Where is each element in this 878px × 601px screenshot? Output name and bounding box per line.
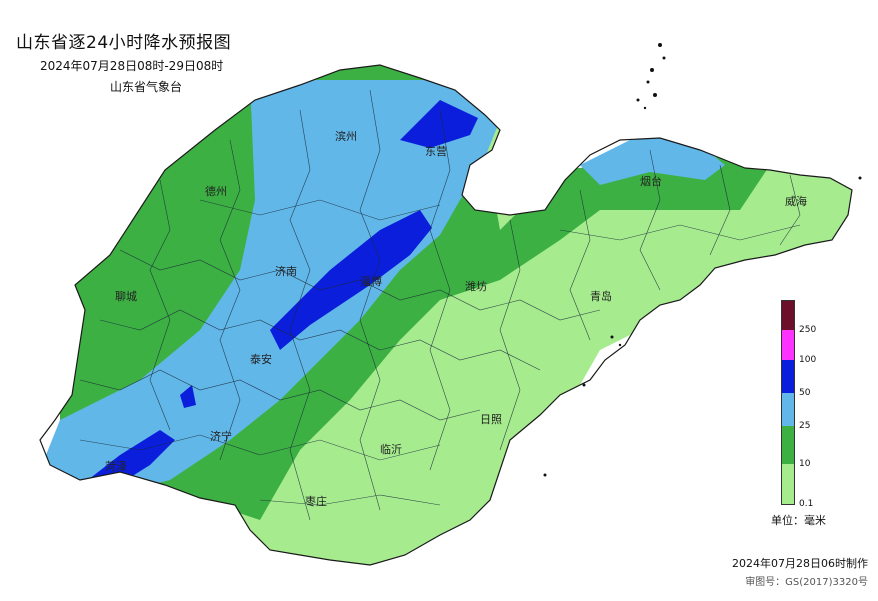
city-label: 聊城: [115, 289, 137, 303]
city-label: 潍坊: [465, 279, 487, 293]
legend-tick: 250: [799, 325, 817, 335]
city-label: 滨州: [335, 129, 357, 143]
legend-swatch-10-25: [781, 426, 795, 464]
legend-swatch-100-250: [781, 330, 795, 360]
city-label: 威海: [785, 194, 807, 208]
legend-swatch-0-1-10: [781, 464, 795, 505]
legend-tick: 100: [799, 355, 817, 365]
agency-name: 山东省气象台: [110, 80, 183, 94]
islands: [543, 43, 862, 477]
legend-swatch-over-250: [781, 300, 795, 331]
city-label: 枣庄: [305, 494, 327, 508]
city-labels: 滨州 东营 德州 烟台 威海 济南 淄博 聊城 潍坊 青岛 泰安 济宁 日照 临…: [105, 129, 807, 508]
city-label: 淄博: [360, 275, 382, 288]
city-label: 东营: [425, 144, 447, 158]
city-label: 烟台: [640, 174, 662, 188]
legend-swatch-25-50: [781, 393, 795, 426]
legend-tick: 10: [799, 459, 811, 469]
legend-tick: 25: [799, 421, 811, 431]
city-label: 青岛: [590, 289, 612, 303]
legend-tick: 0.1: [799, 499, 814, 509]
map-title: 山东省逐24小时降水预报图: [16, 33, 232, 53]
production-time: 2024年07月28日06时制作: [732, 557, 868, 570]
legend-unit: 单位：毫米: [771, 514, 826, 527]
city-label: 临沂: [380, 442, 402, 456]
city-label: 济宁: [210, 429, 232, 443]
legend-swatch-50-100: [781, 360, 795, 393]
precipitation-legend: 250 100 50 25 10 0.1 单位：毫米: [771, 300, 871, 527]
city-label: 泰安: [250, 352, 272, 366]
province-border: [39, 64, 853, 566]
city-label: 德州: [205, 184, 227, 198]
legend-tick: 50: [799, 388, 811, 398]
city-label: 济南: [275, 264, 297, 278]
county-boundaries: [79, 89, 801, 521]
forecast-period: 2024年07月28日08时-29日08时: [40, 59, 224, 73]
city-label: 日照: [480, 413, 502, 426]
city-label: 菏泽: [105, 460, 127, 473]
map-approval-number: 审图号：GS(2017)3320号: [745, 577, 868, 588]
